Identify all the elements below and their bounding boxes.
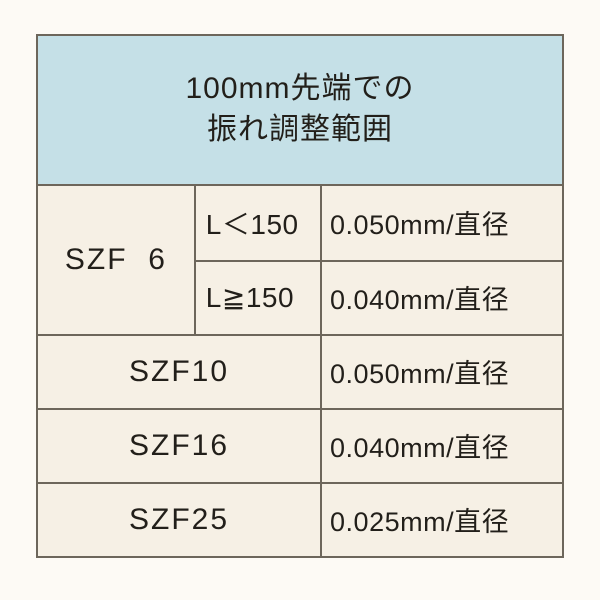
cell-value: 0.050mm/直径	[321, 335, 563, 409]
cell-value: 0.050mm/直径	[321, 185, 563, 261]
cell-model-szf6: SZF 6	[37, 185, 195, 335]
cell-model: SZF25	[37, 483, 321, 557]
cell-cond: L≧150	[195, 261, 321, 335]
cell-cond: L＜150	[195, 185, 321, 261]
table-row: SZF 6 L＜150 0.050mm/直径	[37, 185, 563, 261]
cell-model: SZF16	[37, 409, 321, 483]
cell-value: 0.040mm/直径	[321, 261, 563, 335]
table-header: 100mm先端での 振れ調整範囲	[37, 35, 563, 185]
cell-model: SZF10	[37, 335, 321, 409]
table-row: SZF16 0.040mm/直径	[37, 409, 563, 483]
header-line-1: 100mm先端での	[185, 72, 414, 105]
table-row: SZF10 0.050mm/直径	[37, 335, 563, 409]
cell-value: 0.025mm/直径	[321, 483, 563, 557]
cell-value: 0.040mm/直径	[321, 409, 563, 483]
header-line-2: 振れ調整範囲	[207, 113, 393, 146]
spec-table: 100mm先端での 振れ調整範囲 SZF 6 L＜150 0.050mm/直径 …	[36, 34, 564, 558]
table-row: SZF25 0.025mm/直径	[37, 483, 563, 557]
table-container: 100mm先端での 振れ調整範囲 SZF 6 L＜150 0.050mm/直径 …	[0, 0, 600, 600]
